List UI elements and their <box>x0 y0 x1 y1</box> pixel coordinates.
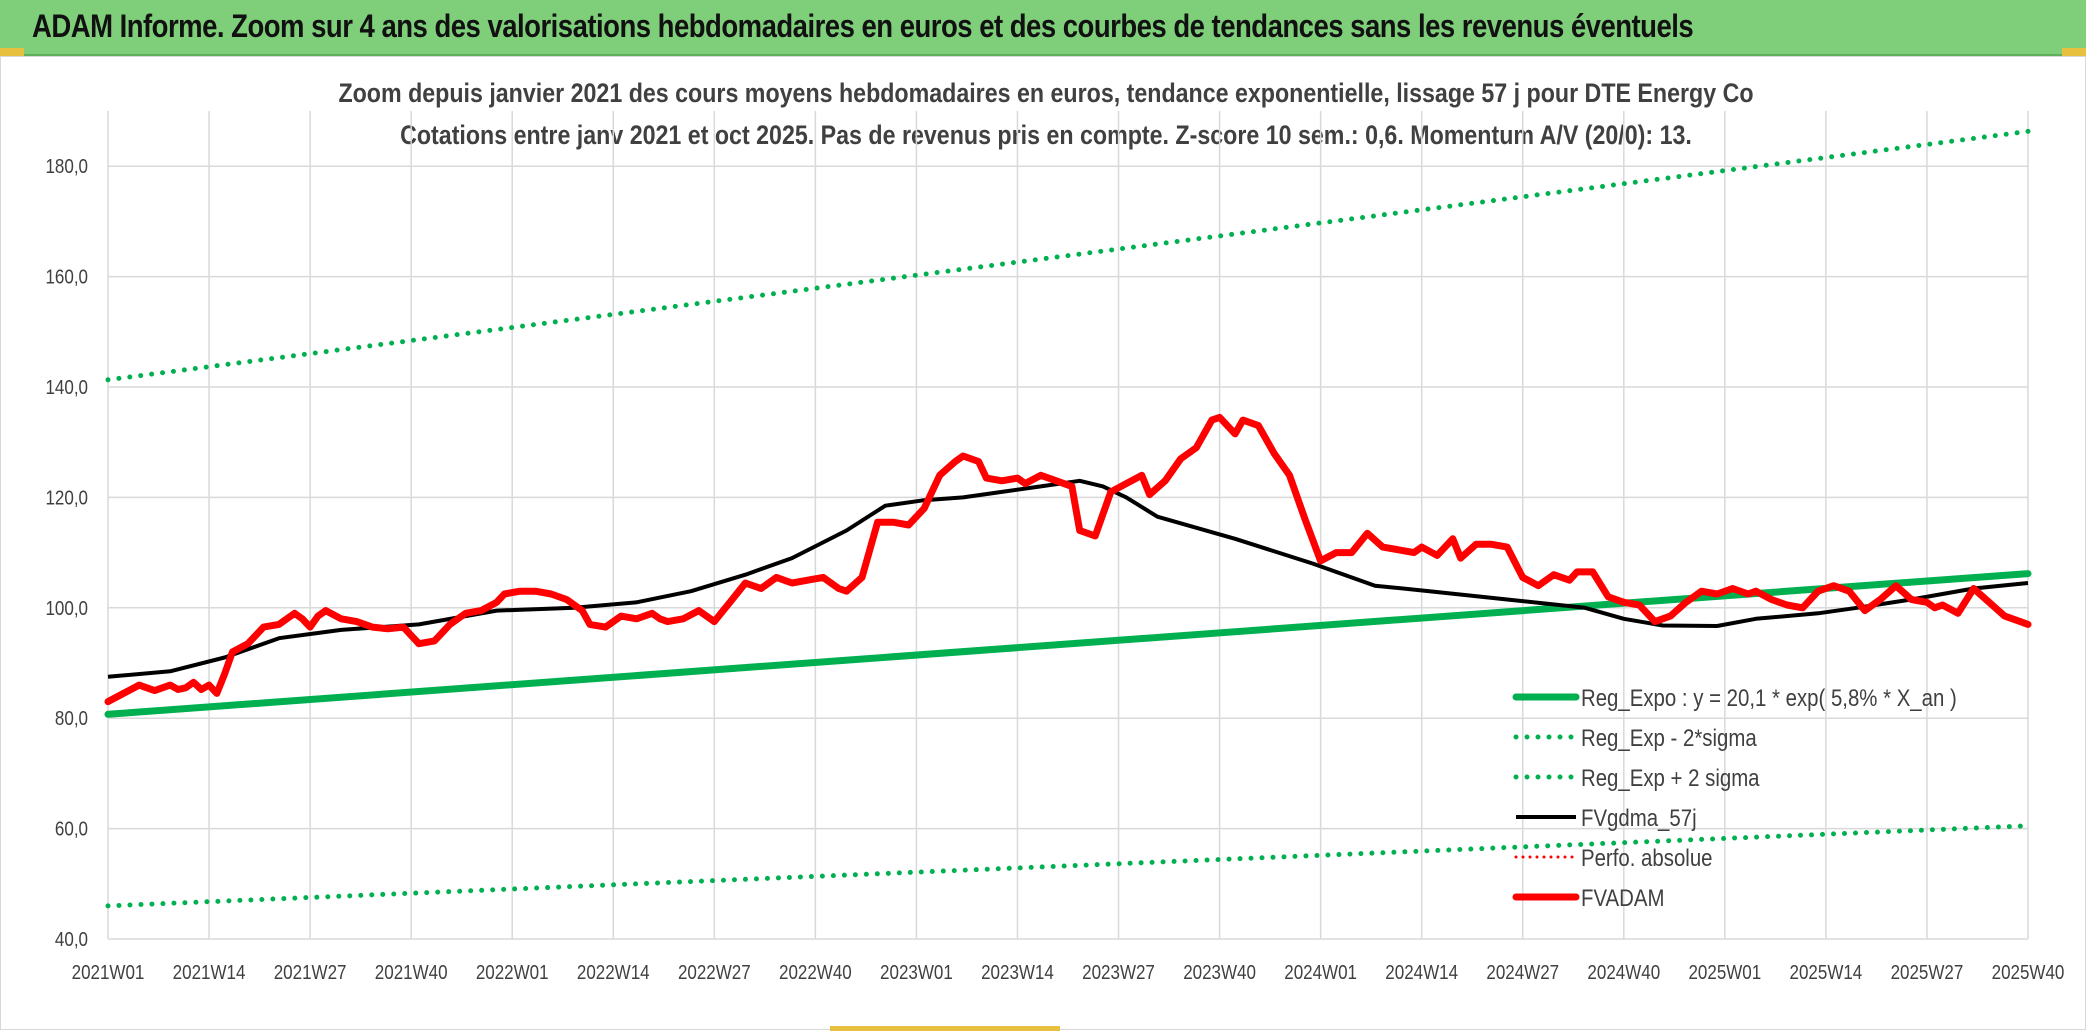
legend-label: Reg_Exp + 2 sigma <box>1581 764 1760 791</box>
series-reg-exp-plus-2sigma <box>105 128 2031 383</box>
series-fvadam <box>104 413 2032 706</box>
x-tick-label: 2025W01 <box>1688 961 1761 984</box>
x-tick-label: 2025W27 <box>1891 961 1964 984</box>
x-tick-label: 2024W27 <box>1486 961 1559 984</box>
x-axis: 2021W01 2021W14 2021W27 2021W40 2022W01 2022W… <box>72 961 2065 984</box>
legend-label: Perfo. absolue <box>1581 844 1713 871</box>
chart-frame: Zoom depuis janvier 2021 des cours moyen… <box>0 56 2086 1030</box>
gridlines <box>107 111 2029 940</box>
x-tick-label: 2022W27 <box>678 961 751 984</box>
x-tick-label: 2023W27 <box>1082 961 1155 984</box>
x-tick-label: 2022W40 <box>779 961 852 984</box>
chart-subtitle: Cotations entre janv 2021 et oct 2025. P… <box>400 120 1692 150</box>
y-tick-label: 80,0 <box>55 707 88 730</box>
x-tick-label: 2023W40 <box>1183 961 1256 984</box>
x-tick-label: 2024W01 <box>1284 961 1357 984</box>
x-tick-label: 2021W14 <box>173 961 246 984</box>
x-tick-label: 2021W40 <box>375 961 448 984</box>
series-fvgdma-57j <box>107 478 2029 679</box>
y-tick-label: 140,0 <box>45 376 88 399</box>
x-tick-label: 2025W14 <box>1790 961 1863 984</box>
y-tick-label: 120,0 <box>45 486 88 509</box>
series-reg-exp-minus-2sigma <box>105 823 2031 909</box>
series-layer <box>104 128 2032 909</box>
legend-label: FVADAM <box>1581 884 1664 911</box>
chart-title: Zoom depuis janvier 2021 des cours moyen… <box>338 78 1753 108</box>
legend-label: Reg_Expo : y = 20,1 * exp( 5,8% * X_an ) <box>1581 684 1957 711</box>
legend: Reg_Expo : y = 20,1 * exp( 5,8% * X_an )… <box>1512 684 1957 911</box>
series-reg-expo <box>104 570 2032 718</box>
y-tick-label: 60,0 <box>55 817 88 840</box>
y-tick-label: 180,0 <box>45 155 88 178</box>
bottom-accent <box>830 1026 1060 1031</box>
y-tick-label: 160,0 <box>45 265 88 288</box>
x-tick-label: 2023W01 <box>880 961 953 984</box>
banner-accent-right <box>2062 48 2086 56</box>
report-banner: ADAM Informe. Zoom sur 4 ans des valoris… <box>0 0 2086 56</box>
banner-accent-left <box>0 48 24 56</box>
y-tick-label: 40,0 <box>55 928 88 951</box>
x-tick-label: 2025W40 <box>1992 961 2065 984</box>
x-tick-label: 2021W01 <box>72 961 145 984</box>
y-tick-label: 100,0 <box>45 596 88 619</box>
line-chart: Zoom depuis janvier 2021 des cours moyen… <box>45 78 2065 984</box>
x-tick-label: 2022W01 <box>476 961 549 984</box>
x-tick-label: 2022W14 <box>577 961 650 984</box>
x-tick-label: 2021W27 <box>274 961 347 984</box>
x-tick-label: 2024W14 <box>1385 961 1458 984</box>
x-tick-label: 2023W14 <box>981 961 1054 984</box>
y-axis: 40,0 60,0 80,0 100,0 120,0 140,0 160,0 180,0 <box>45 155 88 950</box>
report-title: ADAM Informe. Zoom sur 4 ans des valoris… <box>32 8 1694 44</box>
legend-label: FVgdma_57j <box>1581 804 1697 831</box>
legend-label: Reg_Exp - 2*sigma <box>1581 724 1757 751</box>
x-tick-label: 2024W40 <box>1587 961 1660 984</box>
